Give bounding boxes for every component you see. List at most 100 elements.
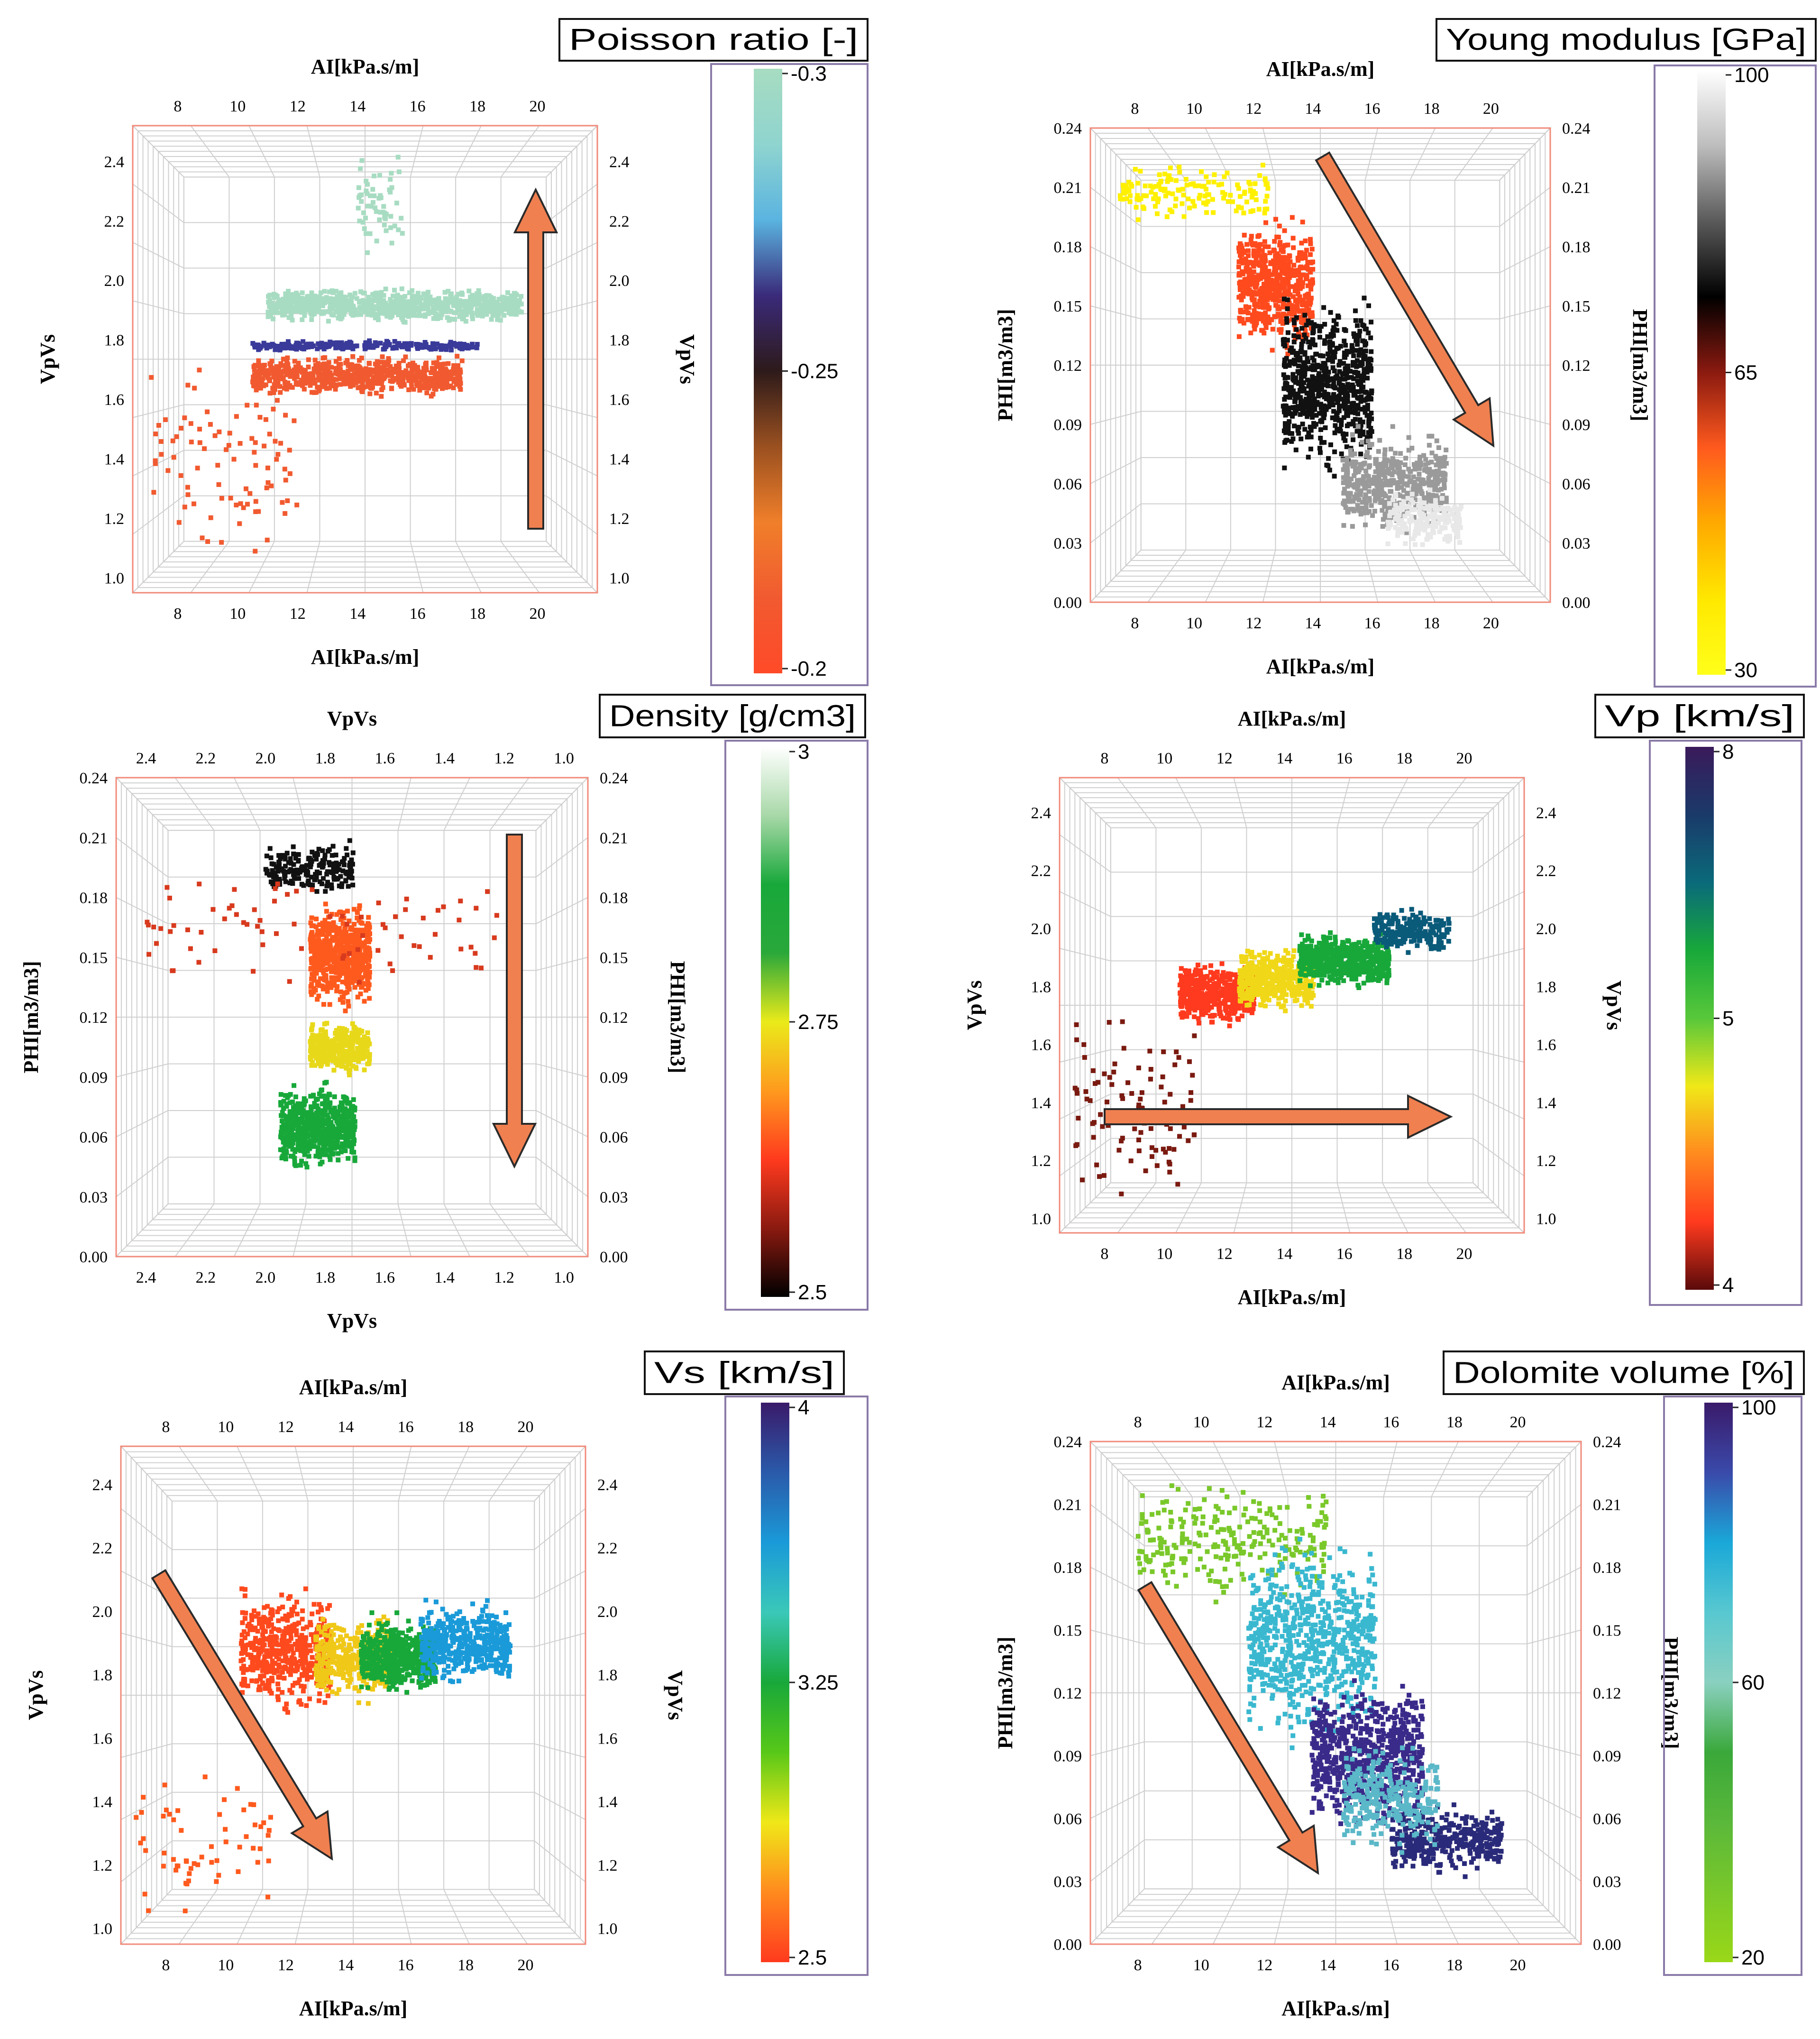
data-point — [1382, 476, 1388, 481]
data-point — [1288, 306, 1293, 311]
data-point — [1284, 438, 1290, 443]
x-tick-top: 10 — [1186, 100, 1202, 118]
y-tick-right: 0.06 — [1562, 476, 1591, 493]
data-point — [1322, 372, 1327, 377]
data-point — [1433, 515, 1438, 520]
data-point — [1437, 464, 1443, 469]
data-point — [1417, 483, 1422, 488]
data-point — [1335, 395, 1340, 400]
data-point — [318, 862, 323, 867]
data-point — [1351, 376, 1356, 381]
data-point — [285, 498, 290, 504]
data-point — [1298, 314, 1303, 320]
data-point — [1285, 257, 1290, 262]
x-tick-bottom: 12 — [1245, 615, 1262, 632]
data-point — [1290, 436, 1296, 441]
data-point — [1240, 317, 1245, 322]
data-point — [388, 364, 393, 369]
data-point — [459, 358, 465, 363]
data-point — [178, 425, 183, 431]
data-point — [1205, 199, 1210, 204]
data-point — [1285, 338, 1290, 343]
data-point — [1252, 297, 1257, 303]
data-point — [341, 312, 347, 317]
data-point — [360, 380, 365, 385]
data-point — [297, 380, 302, 385]
data-point — [1306, 359, 1311, 364]
data-point — [355, 373, 360, 378]
data-point — [443, 385, 448, 390]
data-point — [438, 367, 443, 373]
data-point — [250, 341, 256, 346]
data-point — [1438, 500, 1444, 505]
data-point — [433, 299, 438, 304]
data-point — [1265, 279, 1271, 285]
data-point — [1363, 397, 1368, 403]
data-point — [1423, 496, 1428, 501]
data-point — [375, 368, 380, 373]
data-point — [1414, 520, 1419, 525]
x-axis-label-bottom: AI[kPa.s/m] — [1266, 655, 1375, 678]
data-point — [1319, 378, 1324, 384]
data-point — [1358, 420, 1363, 425]
data-point — [274, 398, 280, 403]
data-point — [410, 296, 415, 301]
data-point — [1297, 253, 1302, 258]
data-point — [287, 448, 292, 453]
data-point — [463, 319, 468, 324]
data-point — [1237, 315, 1242, 321]
data-point — [302, 298, 307, 303]
data-point — [422, 306, 427, 311]
data-point — [300, 383, 305, 388]
data-point — [1271, 294, 1276, 300]
data-point — [1355, 503, 1360, 508]
data-point — [415, 383, 420, 388]
data-point — [1420, 542, 1425, 547]
data-point — [1405, 496, 1410, 501]
data-point — [297, 345, 302, 350]
data-point — [1168, 165, 1173, 171]
data-point — [1312, 404, 1317, 409]
data-point — [1343, 343, 1348, 348]
data-point — [431, 370, 436, 375]
data-point — [237, 521, 242, 526]
data-point — [378, 210, 383, 215]
data-point — [514, 310, 520, 315]
x-tick-top: 16 — [410, 98, 426, 115]
data-point — [383, 311, 388, 316]
data-point — [1290, 236, 1296, 241]
data-point — [1344, 491, 1350, 496]
data-point — [1268, 261, 1273, 266]
data-point — [457, 371, 462, 377]
data-point — [1334, 413, 1339, 419]
data-point — [336, 372, 341, 377]
data-point — [1287, 419, 1292, 424]
data-point — [379, 290, 384, 295]
data-point — [1378, 461, 1383, 467]
data-point — [1267, 320, 1272, 325]
data-point — [324, 909, 329, 914]
data-point — [517, 298, 522, 303]
data-point — [227, 431, 232, 436]
data-point — [1262, 207, 1268, 212]
data-point — [1143, 184, 1148, 189]
data-point — [1275, 284, 1280, 289]
data-point — [311, 937, 316, 943]
data-point — [1426, 494, 1431, 499]
data-point — [1409, 446, 1415, 451]
data-point — [286, 289, 291, 294]
cluster-4 — [1340, 424, 1449, 535]
data-point — [1442, 481, 1447, 487]
data-point — [396, 305, 401, 310]
data-point — [401, 298, 406, 303]
data-point — [257, 414, 263, 420]
data-point — [1281, 372, 1286, 377]
data-point — [402, 306, 407, 312]
data-point — [315, 385, 320, 390]
data-point — [265, 309, 271, 314]
data-point — [1328, 355, 1334, 360]
data-point — [1306, 430, 1311, 435]
data-point — [411, 386, 416, 392]
data-point — [1284, 320, 1290, 325]
data-point — [1418, 462, 1424, 468]
